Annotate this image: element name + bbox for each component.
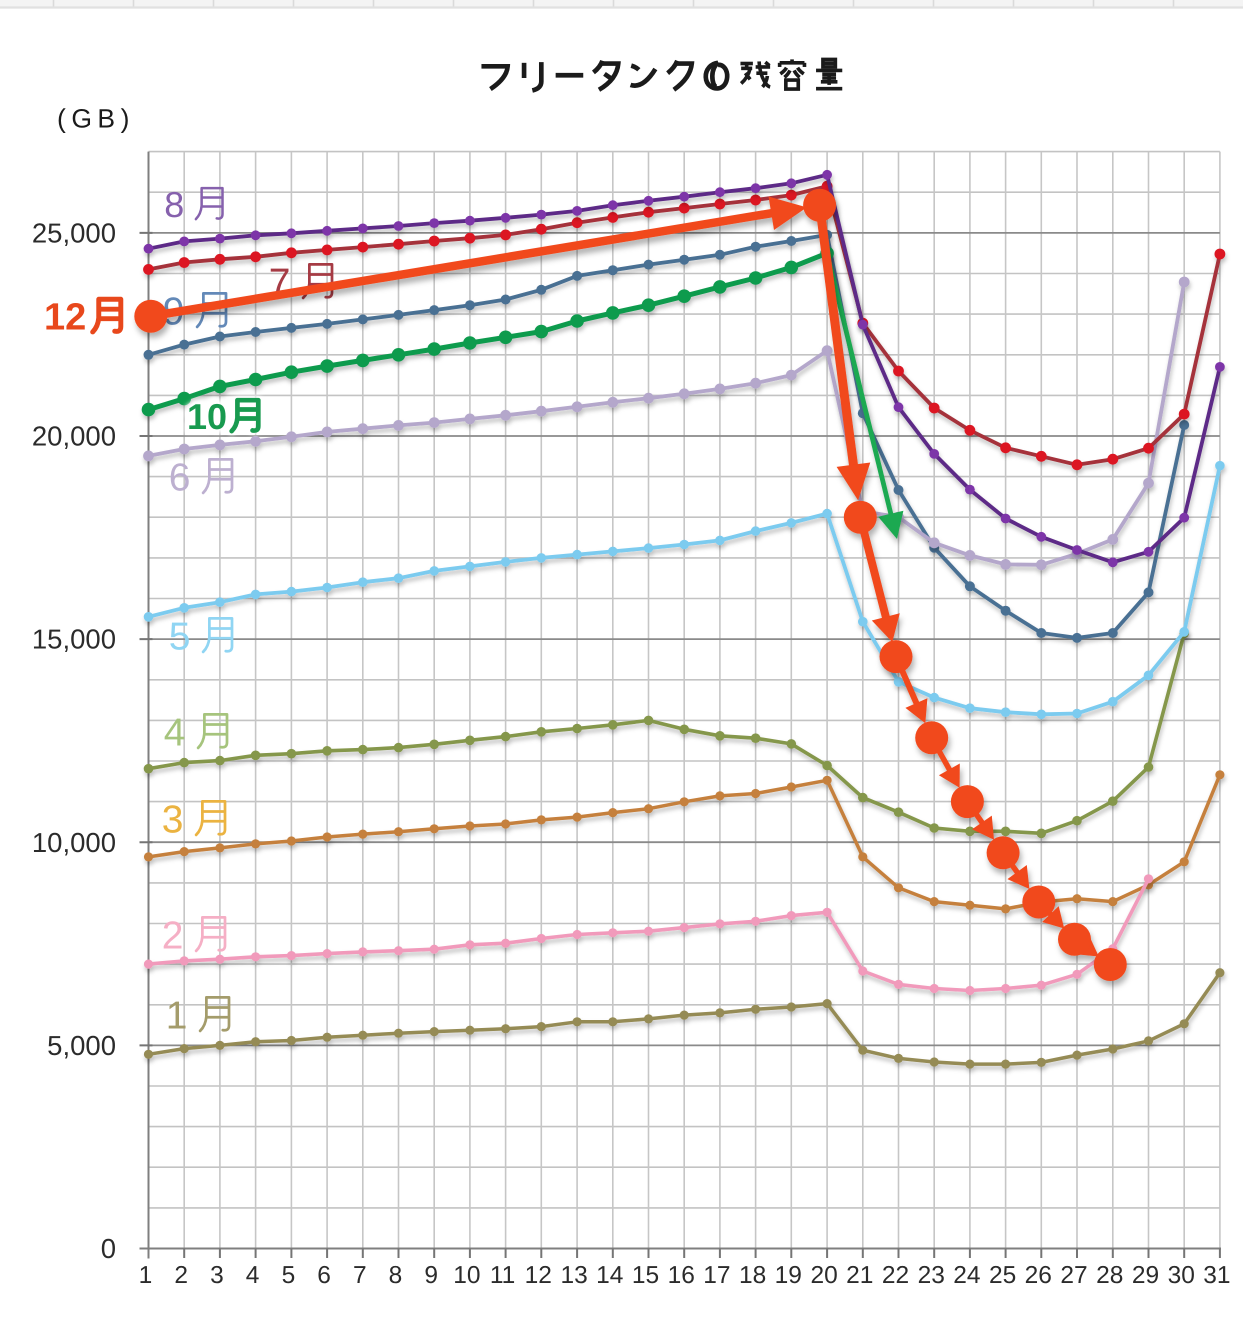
svg-text:13: 13 — [560, 1262, 587, 1289]
svg-text:3: 3 — [162, 799, 184, 842]
svg-text:0: 0 — [101, 1233, 116, 1264]
svg-text:25,000: 25,000 — [32, 217, 116, 248]
svg-text:6: 6 — [317, 1262, 331, 1289]
svg-text:15,000: 15,000 — [32, 624, 116, 655]
svg-text:30: 30 — [1168, 1262, 1195, 1289]
svg-text:20: 20 — [810, 1262, 837, 1289]
svg-text:28: 28 — [1096, 1262, 1123, 1289]
svg-text:9: 9 — [424, 1262, 438, 1289]
svg-text:15: 15 — [632, 1262, 659, 1289]
svg-text:8: 8 — [164, 184, 184, 225]
svg-text:4: 4 — [164, 712, 186, 755]
svg-text:31: 31 — [1203, 1262, 1230, 1289]
svg-text:27: 27 — [1060, 1262, 1087, 1289]
svg-text:16: 16 — [668, 1262, 695, 1289]
svg-text:8: 8 — [389, 1262, 403, 1289]
svg-text:29: 29 — [1132, 1262, 1159, 1289]
svg-text:5: 5 — [282, 1262, 296, 1289]
svg-text:14: 14 — [596, 1262, 623, 1289]
svg-text:17: 17 — [703, 1262, 730, 1289]
svg-text:25: 25 — [989, 1262, 1016, 1289]
svg-text:5,000: 5,000 — [47, 1030, 116, 1061]
svg-text:24: 24 — [953, 1262, 980, 1289]
svg-text:20,000: 20,000 — [32, 421, 116, 452]
svg-text:22: 22 — [882, 1262, 909, 1289]
svg-text:18: 18 — [739, 1262, 766, 1289]
svg-text:12: 12 — [525, 1262, 552, 1289]
svg-text:10,000: 10,000 — [32, 827, 116, 858]
svg-text:11: 11 — [490, 1262, 515, 1289]
svg-text:19: 19 — [775, 1262, 802, 1289]
svg-text:2: 2 — [174, 1262, 188, 1289]
svg-text:1: 1 — [139, 1262, 153, 1289]
svg-text:21: 21 — [846, 1262, 873, 1289]
svg-text:5: 5 — [169, 616, 191, 659]
svg-text:(GB): (GB) — [57, 104, 135, 134]
svg-text:10: 10 — [187, 396, 227, 437]
svg-text:7: 7 — [353, 1262, 367, 1289]
svg-text:6: 6 — [169, 457, 191, 500]
svg-text:2: 2 — [162, 915, 184, 958]
svg-text:23: 23 — [918, 1262, 945, 1289]
svg-text:3: 3 — [210, 1262, 224, 1289]
svg-text:4: 4 — [246, 1262, 260, 1289]
svg-text:12: 12 — [44, 297, 86, 339]
svg-text:26: 26 — [1025, 1262, 1052, 1289]
svg-text:10: 10 — [187, 396, 227, 437]
svg-text:10: 10 — [453, 1262, 480, 1289]
svg-text:1: 1 — [166, 995, 188, 1038]
